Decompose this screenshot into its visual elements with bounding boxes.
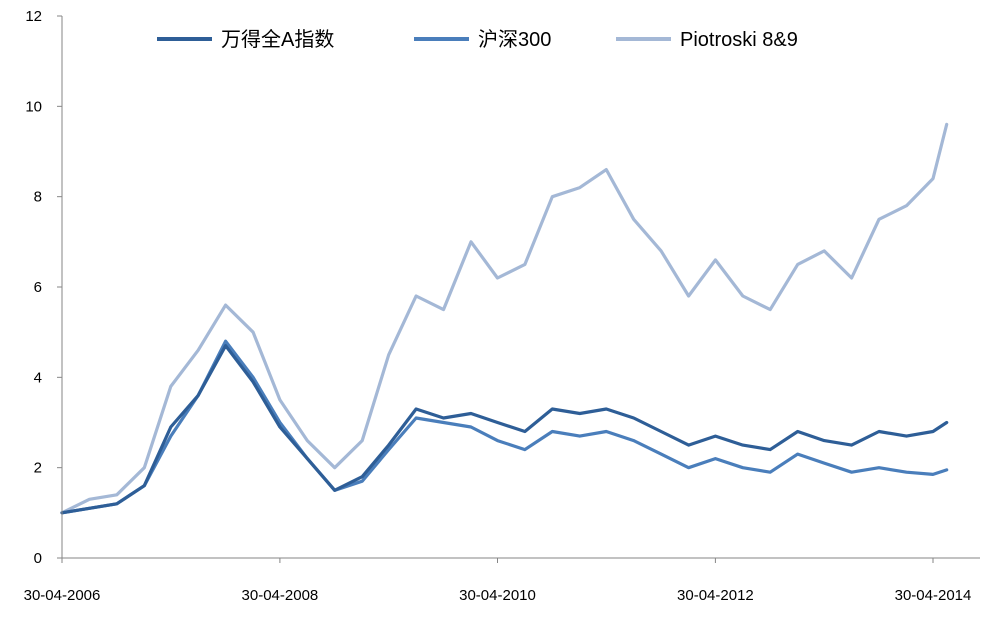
- x-tick-label: 30-04-2014: [895, 587, 972, 604]
- legend-label: 沪深300: [478, 28, 551, 51]
- x-tick-label: 30-04-2008: [242, 587, 319, 604]
- y-tick-label: 12: [25, 8, 42, 25]
- series-layer: [60, 122, 949, 515]
- y-tick-label: 6: [34, 279, 42, 296]
- y-tick-label: 2: [34, 460, 42, 477]
- legend-label: Piotroski 8&9: [680, 29, 798, 51]
- axes-layer: [61, 16, 980, 559]
- legend-label: 万得全A指数: [221, 28, 334, 51]
- series-line-2: [60, 122, 949, 515]
- y-tick-label: 0: [34, 550, 42, 567]
- x-axis-ticks: 30-04-2006 30-04-2008 30-04-2010 30-04-2012…: [24, 558, 972, 604]
- x-tick-label: 30-04-2006: [24, 587, 101, 604]
- y-tick-label: 8: [34, 189, 42, 206]
- y-axis-ticks: 0 2 4 6 8 10 12: [25, 8, 62, 567]
- legend: 万得全A指数 沪深300 Piotroski 8&9: [157, 28, 798, 51]
- x-tick-label: 30-04-2012: [677, 587, 754, 604]
- series-line-0: [60, 344, 949, 515]
- y-tick-label: 4: [34, 369, 42, 386]
- y-tick-label: 10: [25, 98, 42, 115]
- series-line-1: [60, 339, 949, 515]
- x-tick-label: 30-04-2010: [459, 587, 536, 604]
